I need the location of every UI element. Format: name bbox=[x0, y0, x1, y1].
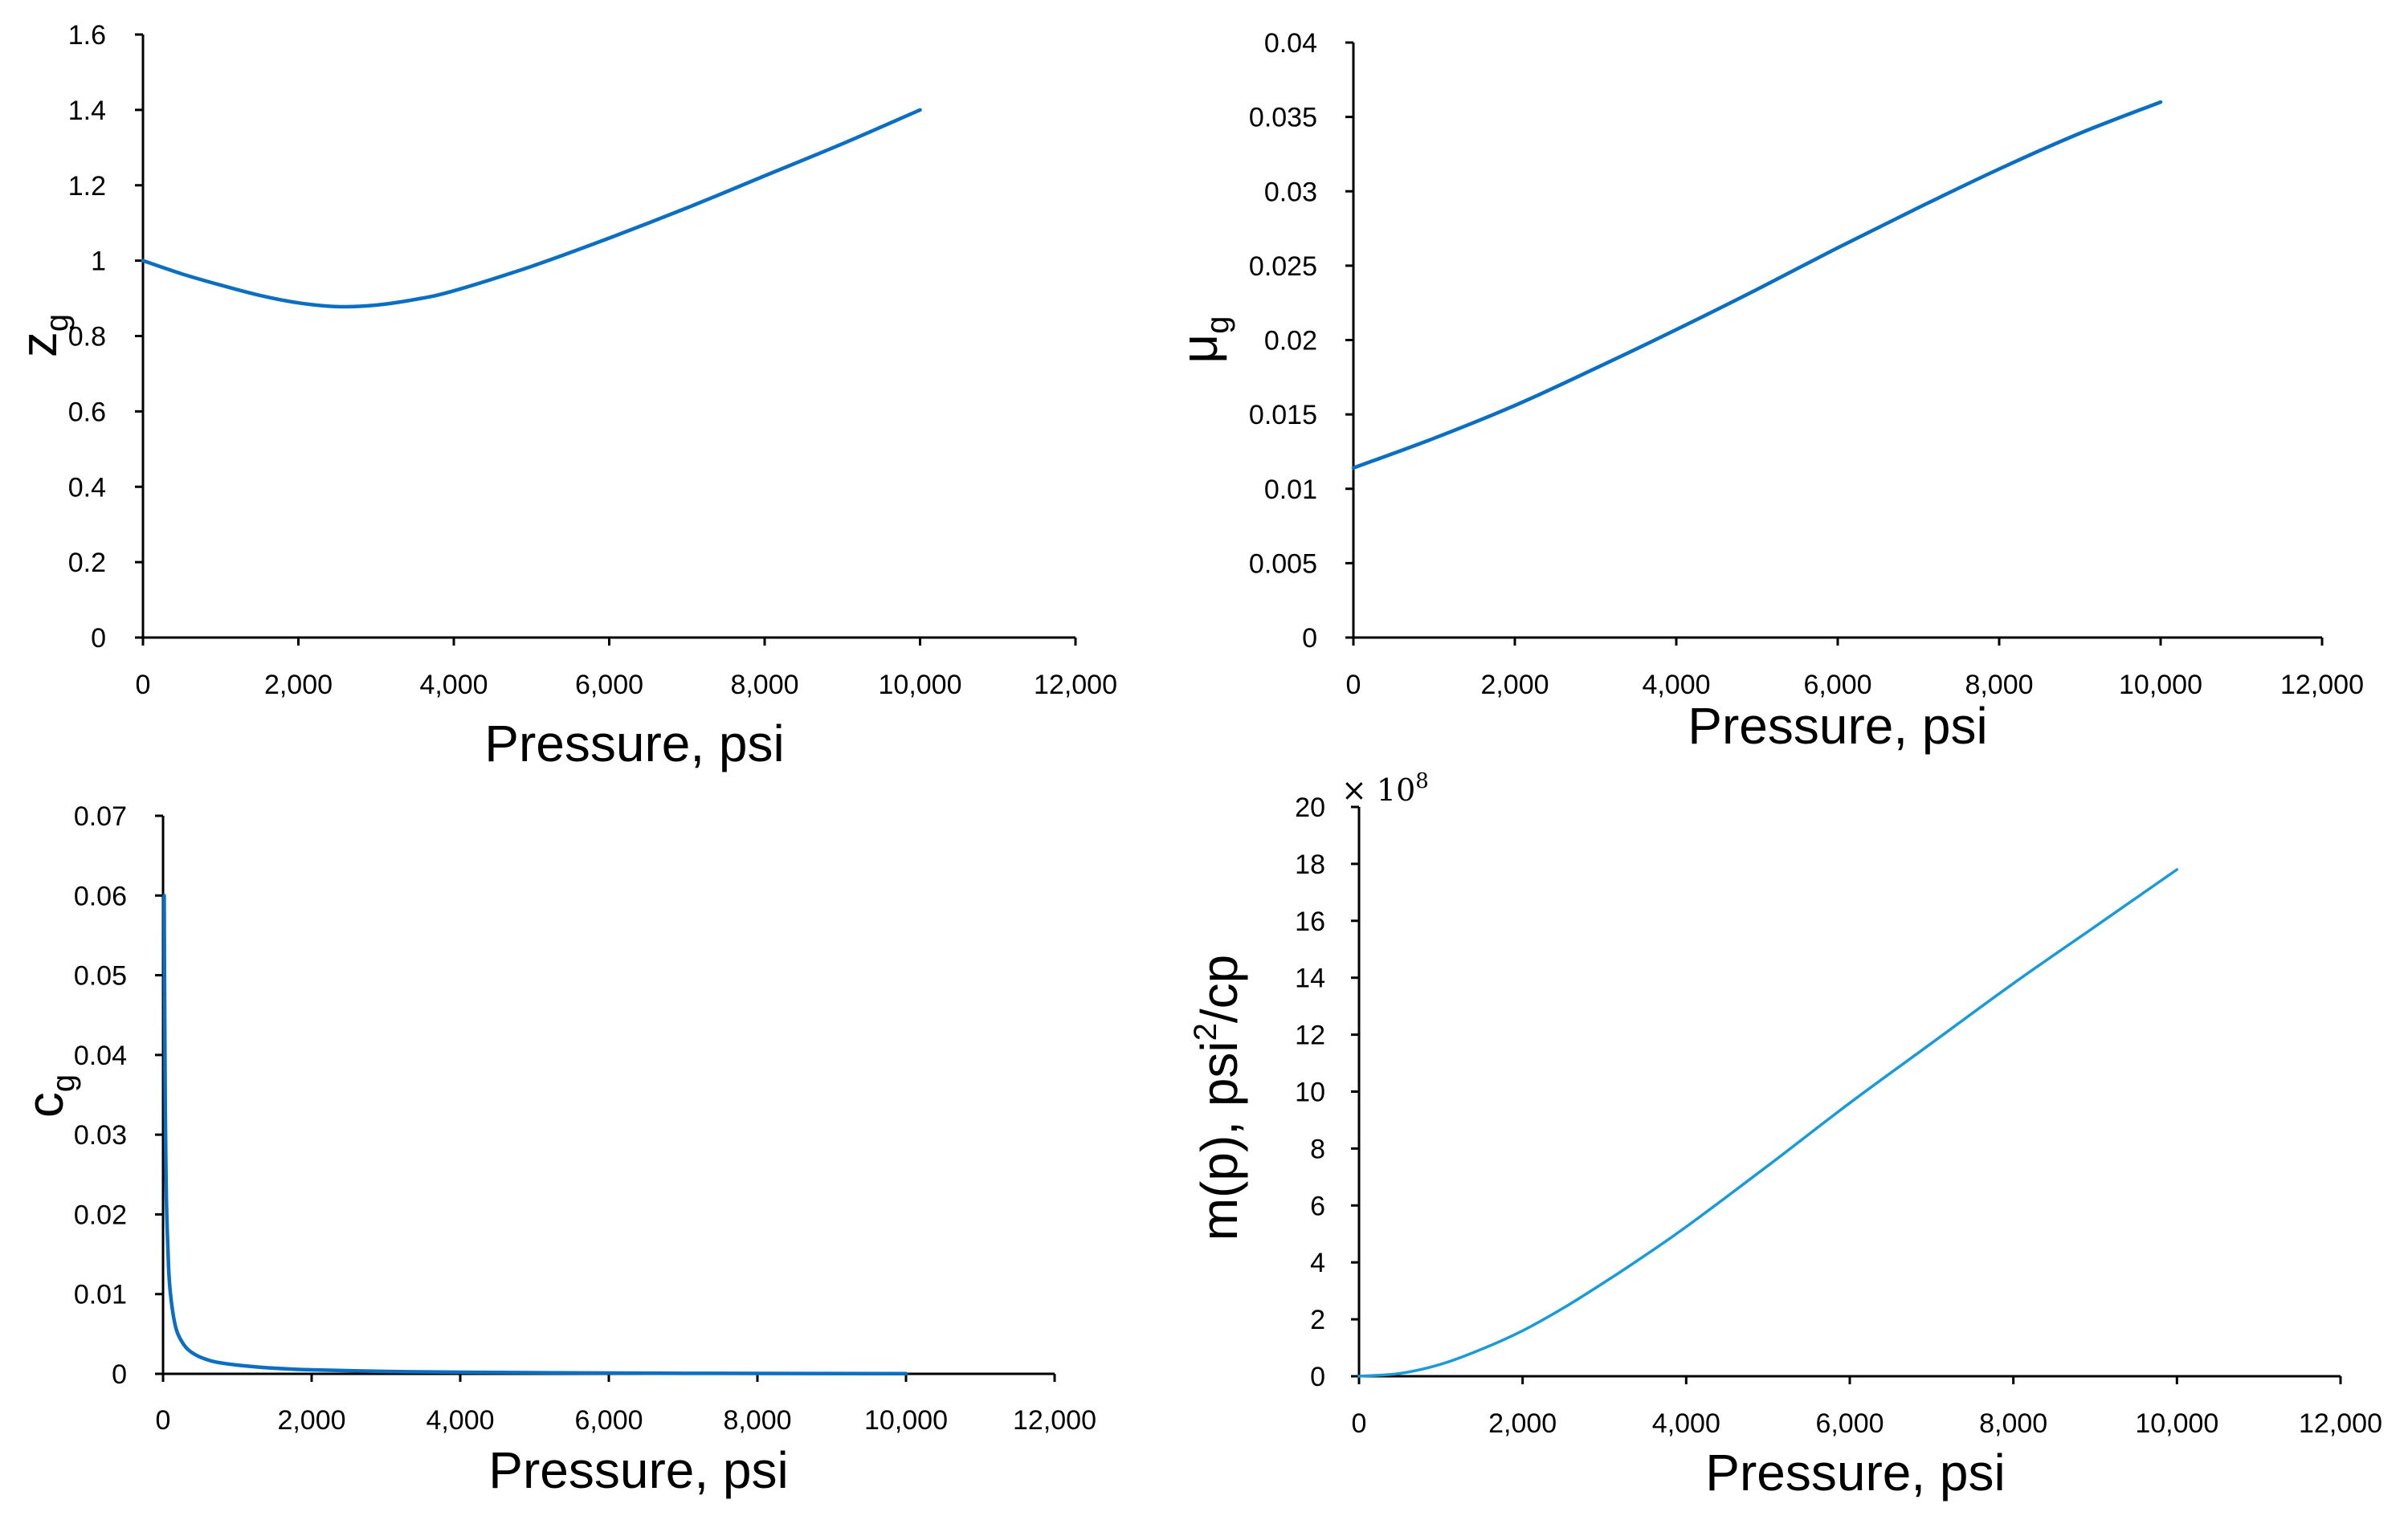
y-axis-title-main: m(p), psi bbox=[1190, 1041, 1248, 1241]
x-tick-label: 0 bbox=[1352, 1408, 1367, 1439]
y-tick-label: 0.025 bbox=[1249, 251, 1317, 282]
x-tick-label: 10,000 bbox=[864, 1405, 948, 1436]
x-tick-label: 8,000 bbox=[730, 670, 798, 700]
x-tick-label: 6,000 bbox=[1803, 670, 1871, 700]
x-tick-label: 12,000 bbox=[2299, 1408, 2382, 1439]
scale-multiplier-base: × 10 bbox=[1341, 772, 1415, 808]
y-axis-title: m(p), psi2/cp bbox=[1188, 955, 1248, 1241]
mp-series-line bbox=[1357, 868, 2179, 1378]
mug-series-line bbox=[1351, 100, 2163, 471]
y-tick-label: 0.035 bbox=[1249, 103, 1317, 133]
x-tick-label: 12,000 bbox=[1034, 670, 1117, 700]
x-axis-title: Pressure, psi bbox=[488, 1441, 788, 1499]
y-tick-label: 0.02 bbox=[1264, 326, 1317, 357]
x-tick-label: 10,000 bbox=[2119, 670, 2202, 700]
scale-multiplier-exp: 8 bbox=[1415, 769, 1429, 793]
x-tick-label: 2,000 bbox=[1488, 1408, 1557, 1439]
y-axis-title-main: c bbox=[16, 1092, 74, 1118]
x-tick-label: 10,000 bbox=[2135, 1408, 2218, 1439]
y-axis-title-sub: g bbox=[39, 314, 75, 332]
y-tick-label: 1.2 bbox=[68, 171, 106, 202]
y-tick-label: 0.07 bbox=[74, 801, 127, 832]
chart-mug-panel: 0 0.005 0.01 0.015 0.02 0.025 0.03 0.035 0.04 0 2… bbox=[1170, 28, 2364, 755]
y-axis-title: cg bbox=[16, 1074, 81, 1118]
y-axis-title-sub: g bbox=[1200, 316, 1235, 333]
y-tick-label: 0.03 bbox=[1264, 177, 1317, 207]
y-tick-label: 18 bbox=[1295, 850, 1325, 880]
y-tick-label: 0.01 bbox=[1264, 475, 1317, 505]
y-tick-label: 0.8 bbox=[68, 322, 106, 352]
chart-zg-panel: 0 0.2 0.4 0.6 0.8 1 1.2 1.4 1.6 0 2,000 4,000 6,000… bbox=[10, 20, 1117, 772]
y-tick-label: 10 bbox=[1295, 1078, 1325, 1108]
y-tick-label: 0.2 bbox=[68, 548, 106, 578]
y-tick-label: 4 bbox=[1310, 1248, 1325, 1278]
y-axis-title-main: z bbox=[10, 332, 67, 357]
zg-series-line bbox=[141, 108, 922, 309]
x-tick-label: 8,000 bbox=[1979, 1408, 2047, 1439]
chart-mp-panel: 0 2 4 6 8 10 12 14 16 18 20 0 2,000 4,000 6,000 8,000 1… bbox=[1188, 769, 2382, 1502]
y-tick-label: 12 bbox=[1295, 1021, 1325, 1051]
y-tick-label: 0.03 bbox=[74, 1120, 127, 1151]
y-tick-label: 0.05 bbox=[74, 961, 127, 992]
y-tick-label: 0 bbox=[112, 1359, 127, 1390]
y-axis-title-sub: g bbox=[46, 1074, 81, 1092]
x-axis-title: Pressure, psi bbox=[1688, 697, 1987, 755]
y-tick-label: 2 bbox=[1310, 1305, 1325, 1335]
y-tick-label: 8 bbox=[1310, 1134, 1325, 1164]
chart-cg-panel: 0 0.01 0.02 0.03 0.04 0.05 0.06 0.07 0 2,000 4,00… bbox=[16, 801, 1096, 1499]
y-tick-label: 0.04 bbox=[1264, 28, 1317, 59]
x-tick-label: 10,000 bbox=[879, 670, 962, 700]
x-tick-label: 0 bbox=[156, 1405, 171, 1436]
x-tick-label: 0 bbox=[1346, 670, 1361, 700]
x-tick-label: 6,000 bbox=[575, 670, 643, 700]
x-tick-label: 12,000 bbox=[2280, 670, 2364, 700]
y-tick-label: 1 bbox=[91, 247, 106, 277]
x-tick-label: 6,000 bbox=[1815, 1408, 1884, 1439]
y-tick-label: 0 bbox=[91, 623, 106, 654]
x-tick-label: 8,000 bbox=[1965, 670, 2033, 700]
x-tick-label: 2,000 bbox=[277, 1405, 345, 1436]
cg-series-line bbox=[162, 894, 908, 1375]
y-axis-title-main: μ bbox=[1170, 334, 1228, 364]
y-tick-label: 0.005 bbox=[1249, 548, 1317, 579]
x-tick-label: 0 bbox=[136, 670, 151, 700]
y-axis-title-sup: 2 bbox=[1188, 1023, 1223, 1041]
x-tick-label: 2,000 bbox=[1480, 670, 1549, 700]
y-tick-label: 0 bbox=[1310, 1362, 1325, 1392]
y-tick-label: 20 bbox=[1295, 793, 1325, 823]
x-tick-label: 4,000 bbox=[426, 1405, 494, 1436]
y-tick-label: 1.6 bbox=[68, 20, 106, 51]
y-tick-label: 0.02 bbox=[74, 1200, 127, 1230]
x-tick-label: 2,000 bbox=[264, 670, 333, 700]
y-tick-label: 0.01 bbox=[74, 1280, 127, 1310]
x-tick-label: 4,000 bbox=[1652, 1408, 1720, 1439]
y-tick-label: 0.4 bbox=[68, 472, 106, 503]
y-tick-label: 16 bbox=[1295, 907, 1325, 937]
y-axis-title-tail: /cp bbox=[1190, 955, 1248, 1023]
scale-multiplier: × 108 bbox=[1341, 769, 1429, 808]
y-tick-label: 1.4 bbox=[68, 96, 106, 126]
x-tick-label: 8,000 bbox=[723, 1405, 791, 1436]
y-tick-label: 0.015 bbox=[1249, 400, 1317, 430]
x-axis-title: Pressure, psi bbox=[484, 715, 784, 772]
y-axis-title: μg bbox=[1170, 316, 1235, 363]
x-axis-title: Pressure, psi bbox=[1705, 1444, 2005, 1502]
y-tick-label: 14 bbox=[1295, 964, 1325, 994]
y-tick-label: 6 bbox=[1310, 1191, 1325, 1221]
y-tick-label: 0.06 bbox=[74, 881, 127, 911]
y-axis-title: zg bbox=[10, 314, 75, 357]
y-tick-label: 0.6 bbox=[68, 397, 106, 427]
x-tick-label: 12,000 bbox=[1013, 1405, 1096, 1436]
x-tick-label: 4,000 bbox=[419, 670, 488, 700]
x-tick-label: 6,000 bbox=[574, 1405, 643, 1436]
x-tick-label: 4,000 bbox=[1642, 670, 1710, 700]
y-tick-label: 0.04 bbox=[74, 1041, 127, 1071]
y-tick-label: 0 bbox=[1302, 623, 1317, 654]
